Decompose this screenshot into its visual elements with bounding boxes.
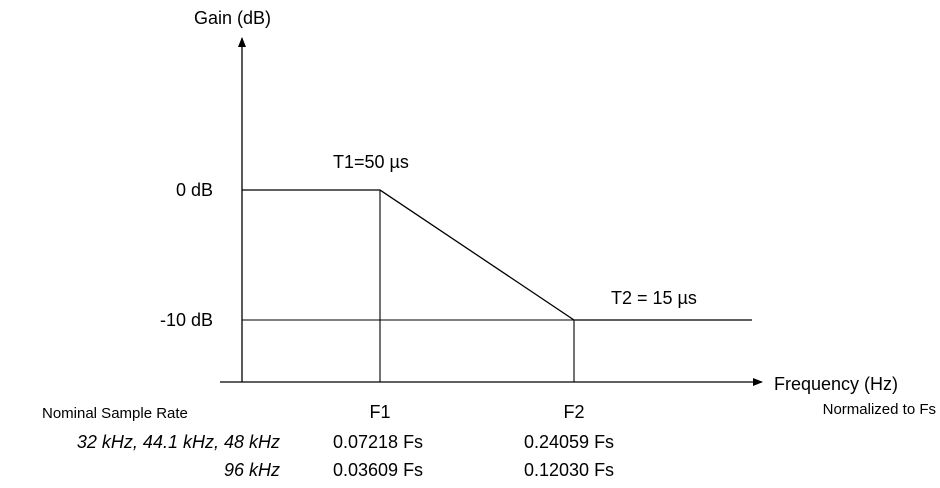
table-header: Nominal Sample Rate bbox=[42, 405, 188, 422]
x-tick-f1: F1 bbox=[369, 402, 390, 422]
x-axis-sublabel: Normalized to Fs bbox=[823, 401, 936, 418]
gain-response-curve bbox=[242, 189, 752, 321]
x-axis-label: Frequency (Hz) bbox=[774, 374, 898, 394]
t1-annotation: T1=50 µs bbox=[333, 152, 409, 172]
y-tick-minus10db: -10 dB bbox=[160, 310, 213, 330]
table-row-f2: 0.24059 Fs bbox=[524, 432, 614, 452]
table-row-f1: 0.03609 Fs bbox=[333, 460, 423, 480]
y-tick-0db: 0 dB bbox=[176, 180, 213, 200]
table-row-rate: 96 kHz bbox=[224, 460, 280, 480]
table-row-f1: 0.07218 Fs bbox=[333, 432, 423, 452]
table-row-rate: 32 kHz, 44.1 kHz, 48 kHz bbox=[77, 432, 280, 452]
t2-annotation: T2 = 15 µs bbox=[611, 288, 697, 308]
y-axis-label: Gain (dB) bbox=[194, 8, 271, 28]
x-tick-f2: F2 bbox=[563, 402, 584, 422]
table-row-f2: 0.12030 Fs bbox=[524, 460, 614, 480]
